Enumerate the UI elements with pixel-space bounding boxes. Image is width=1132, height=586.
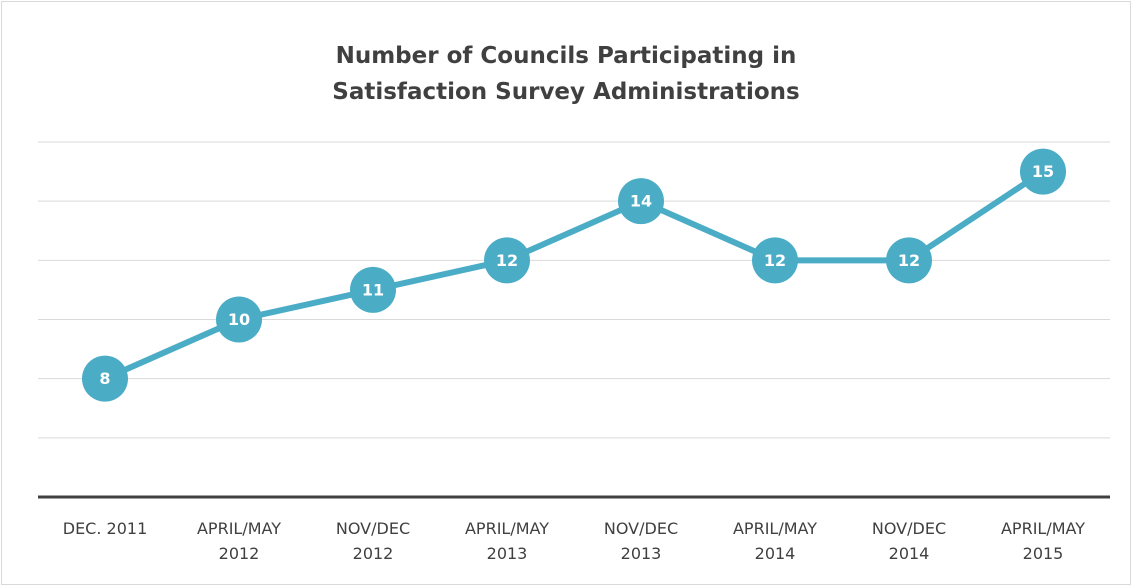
data-point (886, 237, 932, 284)
data-label: 12 (898, 251, 920, 270)
data-label: 10 (228, 310, 250, 329)
data-point (350, 266, 396, 313)
data-label: 11 (362, 280, 384, 299)
data-label: 14 (630, 192, 652, 211)
x-tick-label: APRIL/MAY 2014 (732, 519, 817, 563)
x-tick-label: NOV/DEC 2014 (871, 519, 947, 563)
data-point (484, 237, 530, 284)
data-point (752, 237, 798, 284)
x-tick-label: APRIL/MAY 2012 (196, 519, 281, 563)
data-label: 15 (1032, 162, 1054, 181)
x-tick-label: NOV/DEC 2013 (603, 519, 679, 563)
data-point (618, 178, 664, 225)
x-tick-label: APRIL/MAY 2013 (464, 519, 549, 563)
x-tick-label: DEC. 2011 (62, 519, 148, 538)
data-label: 8 (99, 369, 110, 388)
data-point (82, 355, 128, 402)
data-label: 12 (496, 251, 518, 270)
x-tick-label: NOV/DEC 2012 (335, 519, 411, 563)
x-tick-label: APRIL/MAY 2015 (1000, 519, 1085, 563)
data-point (216, 296, 262, 343)
data-label: 12 (764, 251, 786, 270)
chart-title: Number of Councils Participating in Sati… (332, 43, 800, 105)
data-point (1020, 148, 1066, 195)
